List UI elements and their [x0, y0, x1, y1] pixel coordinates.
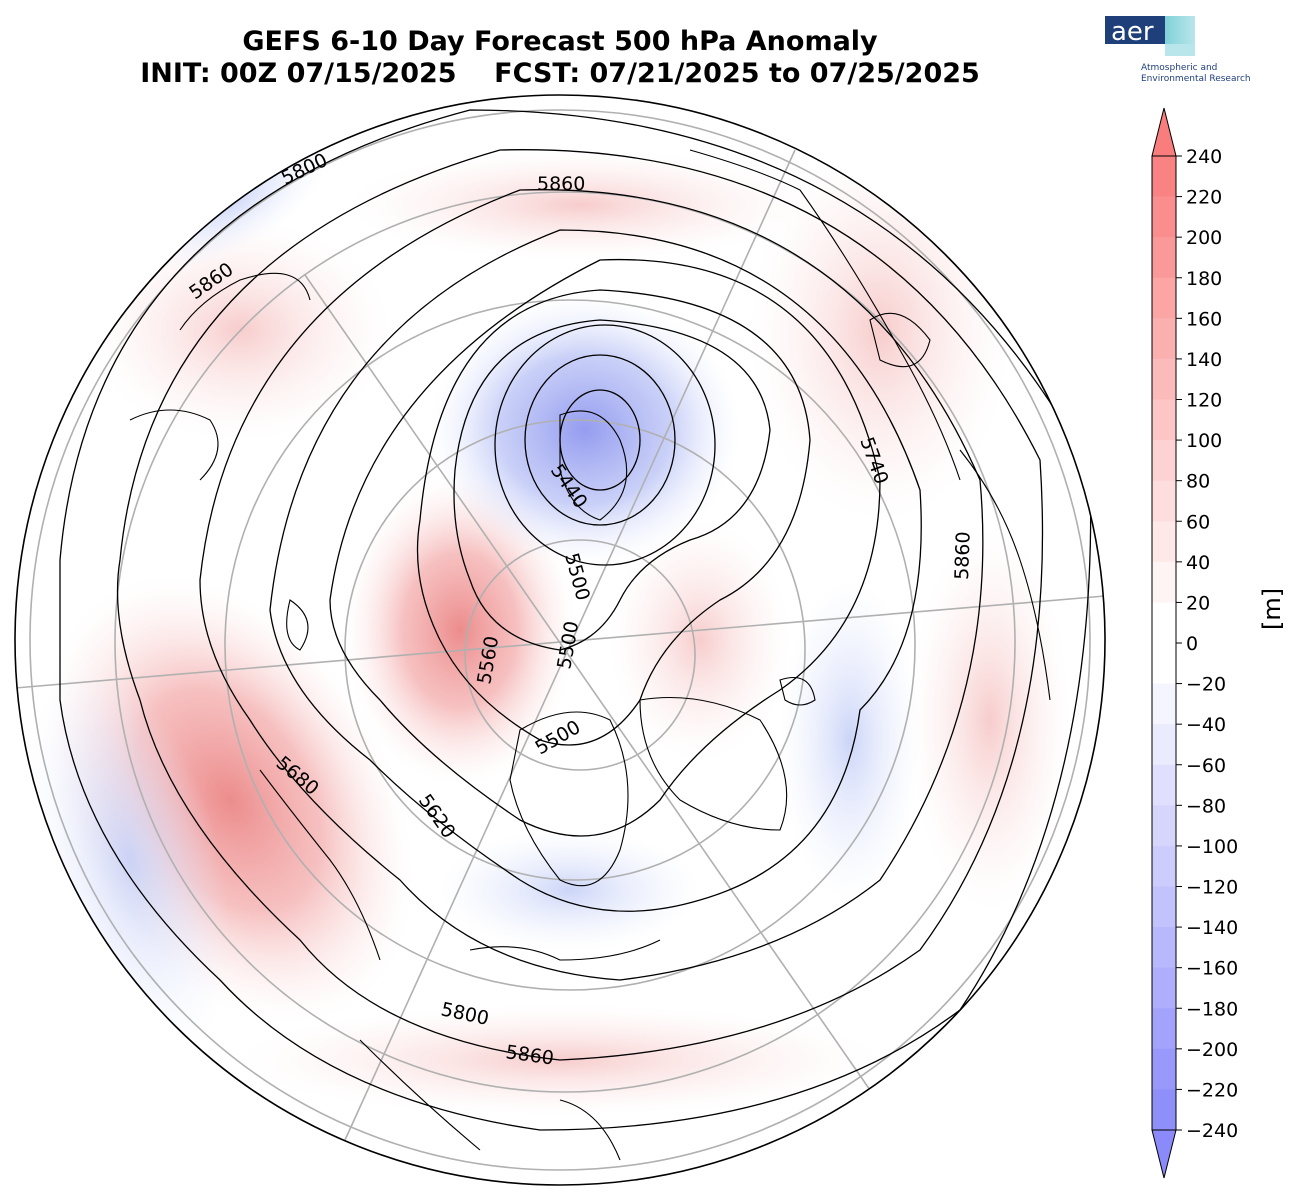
colorbar-band [1152, 561, 1176, 603]
logo-box [1105, 16, 1165, 44]
colorbar-band [1152, 764, 1176, 806]
colorbar-ticks: 240220200180160140120100806040200−20−40−… [1176, 146, 1238, 1142]
polar-map: 5800 5860 5860 5440 5740 5860 5500 5500 … [14, 94, 1106, 1186]
colorbar-tick-label: 200 [1186, 227, 1222, 249]
colorbar-band [1152, 886, 1176, 928]
colorbar-tick-label: −140 [1186, 917, 1238, 939]
contour-label: 5860 [951, 531, 975, 580]
logo-text-2: Environmental Research [1141, 74, 1251, 84]
colorbar-band [1152, 237, 1176, 279]
colorbar-tick-label: −40 [1186, 714, 1226, 736]
colorbar-tick-label: 40 [1186, 552, 1210, 574]
colorbar-tick-label: 240 [1186, 146, 1222, 168]
colorbar-tick-label: 220 [1186, 187, 1222, 209]
colorbar-tick-label: −20 [1186, 674, 1226, 696]
colorbar-tick-label: −60 [1186, 755, 1226, 777]
colorbar-tick-label: −180 [1186, 998, 1238, 1020]
colorbar-band [1152, 967, 1176, 1009]
colorbar-extend-max [1151, 107, 1177, 157]
colorbar-band [1152, 805, 1176, 847]
map-boundary [14, 94, 1106, 1186]
colorbar-band [1152, 927, 1176, 969]
colorbar-band [1152, 196, 1176, 238]
colorbar-tick-label: 20 [1186, 592, 1210, 614]
colorbar-tick-label: −240 [1186, 1120, 1238, 1142]
contour-5440 [559, 389, 641, 491]
colorbar-tick-label: 160 [1186, 308, 1222, 330]
aer-logo: aer Atmospheric and Environmental Resear… [1105, 16, 1251, 84]
logo-text-1: Atmospheric and [1141, 63, 1217, 73]
logo-mark: aer [1111, 17, 1154, 47]
colorbar-tick-label: 140 [1186, 349, 1222, 371]
colorbar-band [1152, 358, 1176, 400]
colorbar-band [1152, 724, 1176, 766]
colorbar-tick-label: −120 [1186, 877, 1238, 899]
contour-label: 5860 [537, 173, 585, 195]
coastlines [129, 149, 1051, 1161]
colorbar-band [1152, 399, 1176, 441]
colorbar-extend-min [1151, 1129, 1177, 1179]
colorbar-tick-label: 100 [1186, 430, 1222, 452]
colorbar-tick-label: −80 [1186, 795, 1226, 817]
colorbar-tick-label: −100 [1186, 836, 1238, 858]
colorbar-band [1152, 521, 1176, 563]
colorbar-tick-label: 120 [1186, 390, 1222, 412]
colorbar-band [1152, 1008, 1176, 1050]
contour-label: 5620 [414, 790, 460, 842]
chart-subtitle: INIT: 00Z 07/15/2025 FCST: 07/21/2025 to… [140, 58, 980, 89]
colorbar-band [1152, 1048, 1176, 1090]
colorbar-band [1152, 845, 1176, 887]
colorbar-band [1152, 440, 1176, 482]
colorbar-band [1152, 156, 1176, 198]
chart-title: GEFS 6-10 Day Forecast 500 hPa Anomaly [242, 26, 878, 57]
colorbar-band [1152, 480, 1176, 522]
colorbar-band [1152, 683, 1176, 725]
colorbar-tick-label: 0 [1186, 633, 1198, 655]
colorbar-unit-label: [m] [1258, 587, 1286, 630]
colorbar: 240220200180160140120100806040200−20−40−… [1151, 107, 1238, 1179]
colorbar-bands [1151, 107, 1177, 1179]
colorbar-tick-label: 180 [1186, 268, 1222, 290]
colorbar-band [1152, 1089, 1176, 1131]
colorbar-tick-label: 60 [1186, 511, 1210, 533]
anomaly-shading [28, 130, 1070, 1115]
colorbar-tick-label: 80 [1186, 471, 1210, 493]
colorbar-tick-label: −200 [1186, 1039, 1238, 1061]
colorbar-tick-label: −220 [1186, 1079, 1238, 1101]
height-contours [59, 109, 1092, 1131]
colorbar-band [1152, 602, 1176, 644]
colorbar-band [1152, 643, 1176, 685]
colorbar-band [1152, 318, 1176, 360]
colorbar-band [1152, 277, 1176, 319]
colorbar-tick-label: −160 [1186, 958, 1238, 980]
